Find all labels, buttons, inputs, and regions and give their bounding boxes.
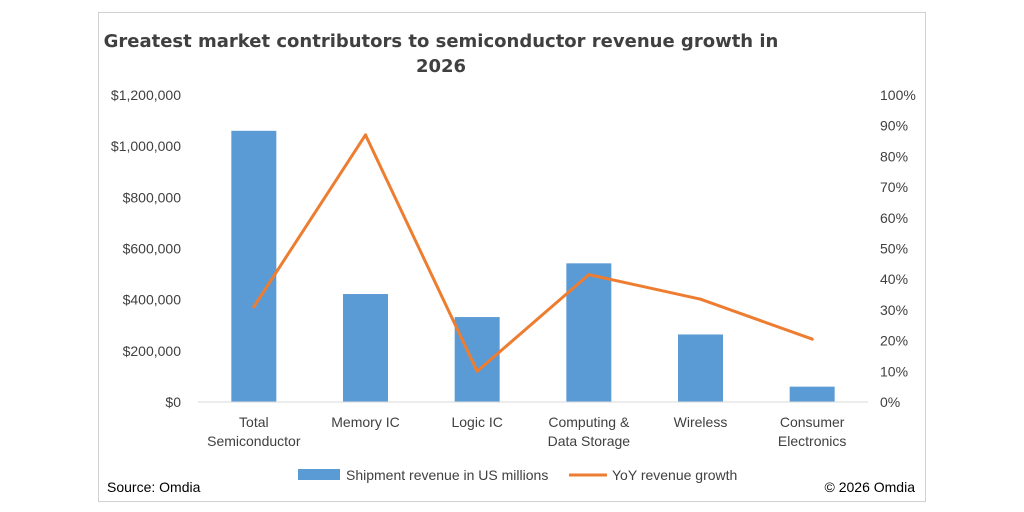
legend-label-line: YoY revenue growth [612, 467, 737, 483]
category-label: Data Storage [548, 433, 631, 449]
growth-point [810, 337, 814, 341]
left-tick-label: $800,000 [123, 189, 182, 205]
right-tick-label: 10% [880, 363, 908, 379]
growth-point [252, 305, 256, 309]
right-tick-label: 90% [880, 118, 908, 134]
bar [231, 130, 277, 403]
category-labels: Total Semiconductor Memory IC Logic IC Compu… [207, 414, 846, 449]
right-axis: 0% 10% 20% 30% 40% 50% 60% 70% 80% 90% 100% [880, 87, 916, 410]
line-series [252, 133, 814, 373]
legend-swatch-bar [298, 469, 340, 480]
right-tick-label: 70% [880, 179, 908, 195]
right-tick-label: 60% [880, 210, 908, 226]
left-tick-label: $400,000 [123, 292, 182, 308]
left-tick-label: $0 [165, 394, 181, 410]
left-tick-label: $1,200,000 [111, 87, 181, 103]
category-label: Logic IC [451, 414, 502, 430]
bar-series [231, 130, 835, 403]
copyright-label: © 2026 Omdia [825, 479, 916, 495]
category-label: Semiconductor [207, 433, 301, 449]
category-label: Memory IC [331, 414, 399, 430]
category-label: Consumer [780, 414, 845, 430]
right-tick-label: 100% [880, 87, 916, 103]
bar [789, 386, 835, 402]
right-tick-label: 80% [880, 148, 908, 164]
chart-title-line-1: Greatest market contributors to semicond… [104, 31, 779, 52]
category-label: Computing & [548, 414, 630, 430]
right-tick-label: 40% [880, 271, 908, 287]
growth-point [587, 273, 591, 277]
bar [566, 263, 612, 402]
growth-point [364, 133, 367, 137]
right-tick-label: 50% [880, 241, 908, 257]
legend-label-bar: Shipment revenue in US millions [346, 467, 548, 483]
bar [678, 334, 723, 402]
left-tick-label: $600,000 [123, 241, 182, 257]
chart-title-line-2: 2026 [416, 56, 466, 77]
legend: Shipment revenue in US millions YoY reve… [298, 467, 737, 483]
left-tick-label: $200,000 [123, 343, 182, 359]
right-tick-label: 0% [880, 394, 900, 410]
bar [343, 294, 388, 402]
left-axis: $0 $200,000 $400,000 $600,000 $800,000 $1,000… [111, 87, 181, 410]
left-tick-label: $1,000,000 [111, 138, 181, 154]
right-tick-label: 30% [880, 302, 908, 318]
category-label: Electronics [778, 433, 846, 449]
source-label: Source: Omdia [107, 479, 201, 495]
category-label: Wireless [674, 414, 728, 430]
right-tick-label: 20% [880, 333, 908, 349]
growth-point [699, 297, 702, 301]
growth-point [475, 369, 479, 373]
growth-line [252, 133, 814, 373]
category-label: Total [239, 414, 269, 430]
